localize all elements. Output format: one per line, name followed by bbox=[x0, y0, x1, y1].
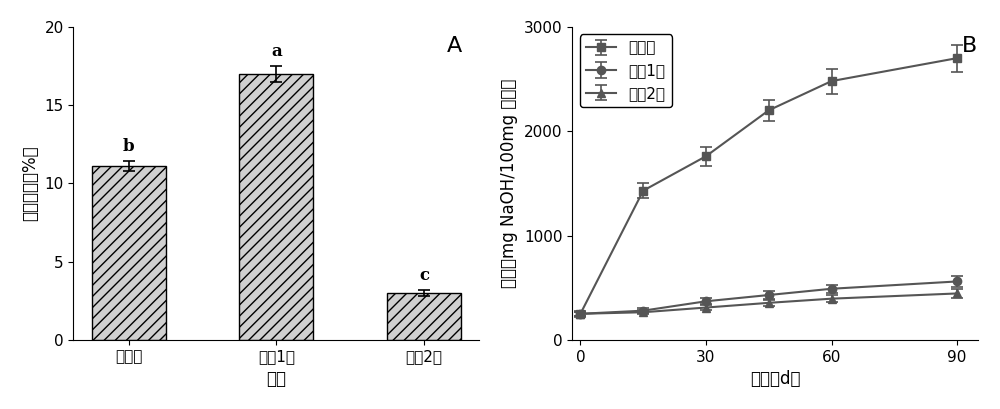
Legend: 对照组, 样品1组, 样品2组: 对照组, 样品1组, 样品2组 bbox=[580, 34, 672, 107]
Bar bbox=[387, 293, 461, 340]
Text: c: c bbox=[419, 267, 429, 283]
X-axis label: 天数（d）: 天数（d） bbox=[750, 370, 800, 388]
Y-axis label: 酸价（mg NaOH/100mg 米糠）: 酸价（mg NaOH/100mg 米糠） bbox=[500, 79, 518, 288]
Y-axis label: 水分含量（%）: 水分含量（%） bbox=[21, 146, 39, 221]
Text: a: a bbox=[271, 43, 282, 60]
Text: B: B bbox=[962, 36, 977, 56]
Text: b: b bbox=[123, 138, 135, 155]
X-axis label: 组别: 组别 bbox=[266, 370, 286, 388]
Text: A: A bbox=[447, 36, 462, 56]
Bar bbox=[239, 74, 313, 340]
Bar bbox=[92, 166, 166, 340]
